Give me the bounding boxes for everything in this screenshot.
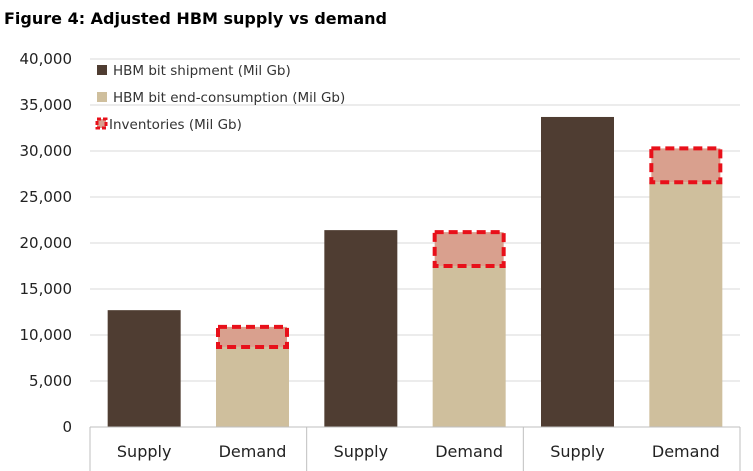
- legend-label: HBM bit shipment (Mil Gb): [113, 63, 291, 79]
- legend-label: Inventories (Mil Gb): [109, 117, 242, 133]
- supply-bar: [541, 116, 614, 428]
- supply-bar: [107, 310, 181, 427]
- demand-consumption-bar: [649, 182, 723, 427]
- inventory-segment: [216, 324, 289, 349]
- legend-label: HBM bit end-consumption (Mil Gb): [113, 90, 345, 106]
- y-tick-label: 15,000: [20, 280, 73, 298]
- y-tick-label: 5,000: [29, 372, 72, 390]
- demand-consumption-bar: [432, 266, 506, 427]
- supply-bar: [324, 230, 398, 427]
- legend: HBM bit shipment (Mil Gb) HBM bit end-con…: [95, 63, 345, 133]
- x-category-label: Demand: [652, 442, 720, 461]
- x-category-label: Supply: [550, 442, 605, 461]
- legend-swatch-shipment: [97, 65, 107, 75]
- demand-consumption-bar: [216, 346, 289, 427]
- y-tick-label: 40,000: [20, 50, 73, 68]
- legend-swatch-consumption: [97, 92, 107, 102]
- chart-title: Figure 4: Adjusted HBM supply vs demand: [4, 9, 387, 28]
- y-tick-label: 30,000: [20, 142, 73, 160]
- x-category-label: Demand: [219, 442, 287, 461]
- inventory-segment: [649, 146, 723, 185]
- x-axis: Supply Demand Supply Demand Supply Demand: [89, 426, 741, 471]
- x-category-label: Supply: [117, 442, 172, 461]
- y-tick-label: 25,000: [20, 188, 73, 206]
- y-axis-ticks: 0 5,000 10,000 15,000 20,000 25,000 30,000 35,0…: [20, 50, 73, 436]
- inventory-segment: [432, 230, 506, 268]
- y-tick-label: 0: [62, 418, 72, 436]
- y-tick-label: 10,000: [20, 326, 73, 344]
- gridlines: [90, 58, 740, 382]
- x-category-label: Demand: [435, 442, 503, 461]
- bars: [107, 116, 723, 428]
- x-category-label: Supply: [334, 442, 389, 461]
- legend-swatch-inventories: [95, 117, 108, 130]
- y-tick-label: 35,000: [20, 96, 73, 114]
- y-tick-label: 20,000: [20, 234, 73, 252]
